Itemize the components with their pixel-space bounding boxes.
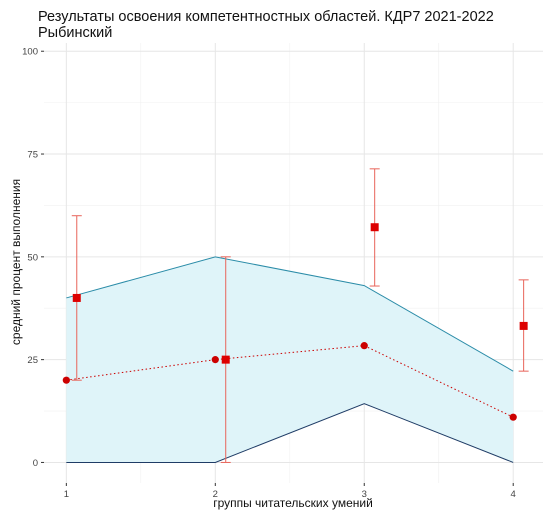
x-tick-label: 2 bbox=[213, 489, 218, 500]
y-tick-label: 50 bbox=[27, 252, 38, 263]
data-point-circle bbox=[360, 342, 368, 350]
x-tick-label: 4 bbox=[511, 489, 516, 500]
chart-title: Результаты освоения компетентностных обл… bbox=[38, 9, 494, 41]
series-dotted-line bbox=[66, 345, 514, 418]
confidence-band bbox=[66, 256, 514, 463]
data-point-square bbox=[519, 321, 528, 330]
y-tick-label: 75 bbox=[27, 150, 38, 161]
axes: 0 25 50 75 100 1 2 3 4 bbox=[22, 47, 516, 500]
y-axis-label: средний процент выполнения bbox=[9, 179, 23, 345]
x-axis-label: группы читательских умений bbox=[213, 496, 373, 510]
data-point-square bbox=[72, 293, 81, 302]
y-tick-label: 100 bbox=[22, 47, 38, 58]
data-point-square bbox=[221, 355, 230, 364]
y-tick-label: 25 bbox=[27, 355, 38, 366]
data-marks bbox=[62, 168, 529, 463]
data-point-circle bbox=[62, 376, 70, 384]
band-lower-line bbox=[66, 403, 514, 463]
band-upper-line bbox=[66, 256, 514, 372]
y-tick-label: 0 bbox=[33, 458, 38, 469]
data-point-circle bbox=[211, 356, 219, 364]
x-tick-label: 3 bbox=[362, 489, 367, 500]
band-area bbox=[66, 256, 514, 463]
x-tick-label: 1 bbox=[64, 489, 69, 500]
data-point-circle bbox=[509, 413, 517, 421]
data-point-square bbox=[370, 223, 379, 232]
